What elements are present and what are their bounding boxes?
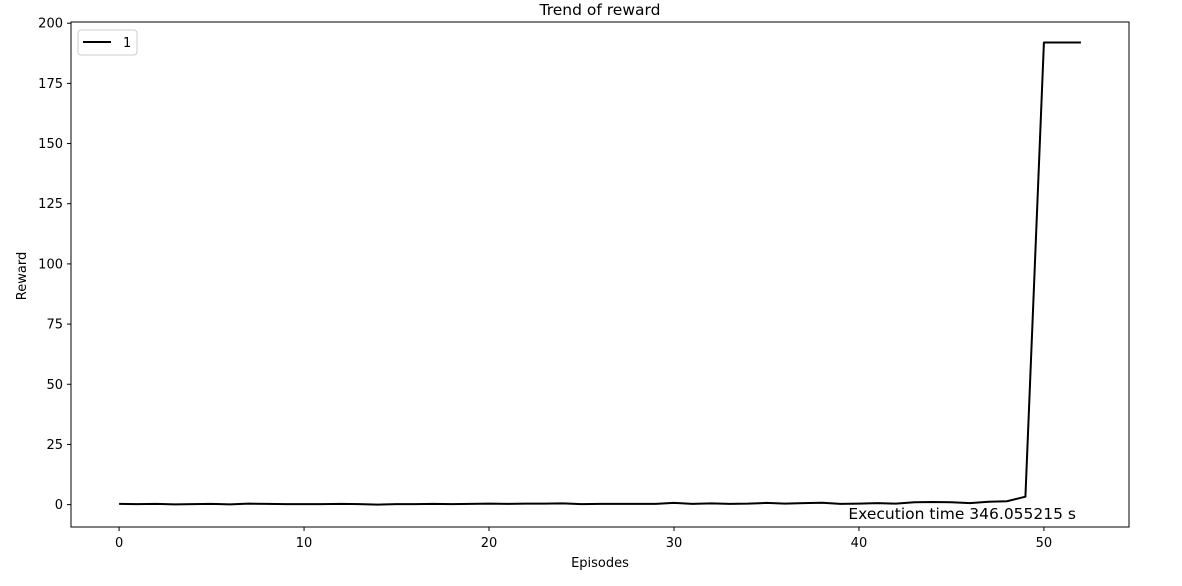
x-axis: 0 10 20 30 40 50 — [115, 527, 1052, 551]
y-tick-label: 0 — [55, 498, 63, 513]
x-axis-label: Episodes — [571, 556, 629, 571]
x-tick-label: 0 — [115, 536, 123, 551]
legend: 1 — [77, 29, 138, 56]
y-axis-label: Reward — [15, 252, 30, 300]
y-tick-label: 200 — [38, 17, 63, 32]
y-tick-label: 75 — [46, 318, 63, 333]
x-tick-label: 50 — [1036, 536, 1053, 551]
y-tick-label: 150 — [38, 137, 63, 152]
chart-title: Trend of reward — [539, 1, 661, 19]
execution-time-annotation: Execution time 346.055215 s — [848, 505, 1076, 523]
y-tick-label: 125 — [38, 197, 63, 212]
x-tick-label: 30 — [666, 536, 683, 551]
x-tick-label: 20 — [481, 536, 498, 551]
y-tick-label: 25 — [46, 438, 63, 453]
y-tick-label: 50 — [46, 378, 63, 393]
plot-area-frame — [70, 21, 1130, 528]
y-tick-label: 100 — [38, 257, 63, 272]
legend-label-1: 1 — [123, 36, 131, 51]
series-line-1 — [119, 41, 1081, 506]
y-axis: 0 25 50 75 100 125 150 175 200 — [38, 17, 71, 513]
y-tick-label: 175 — [38, 77, 63, 92]
x-tick-label: 10 — [296, 536, 313, 551]
x-tick-label: 40 — [851, 536, 868, 551]
